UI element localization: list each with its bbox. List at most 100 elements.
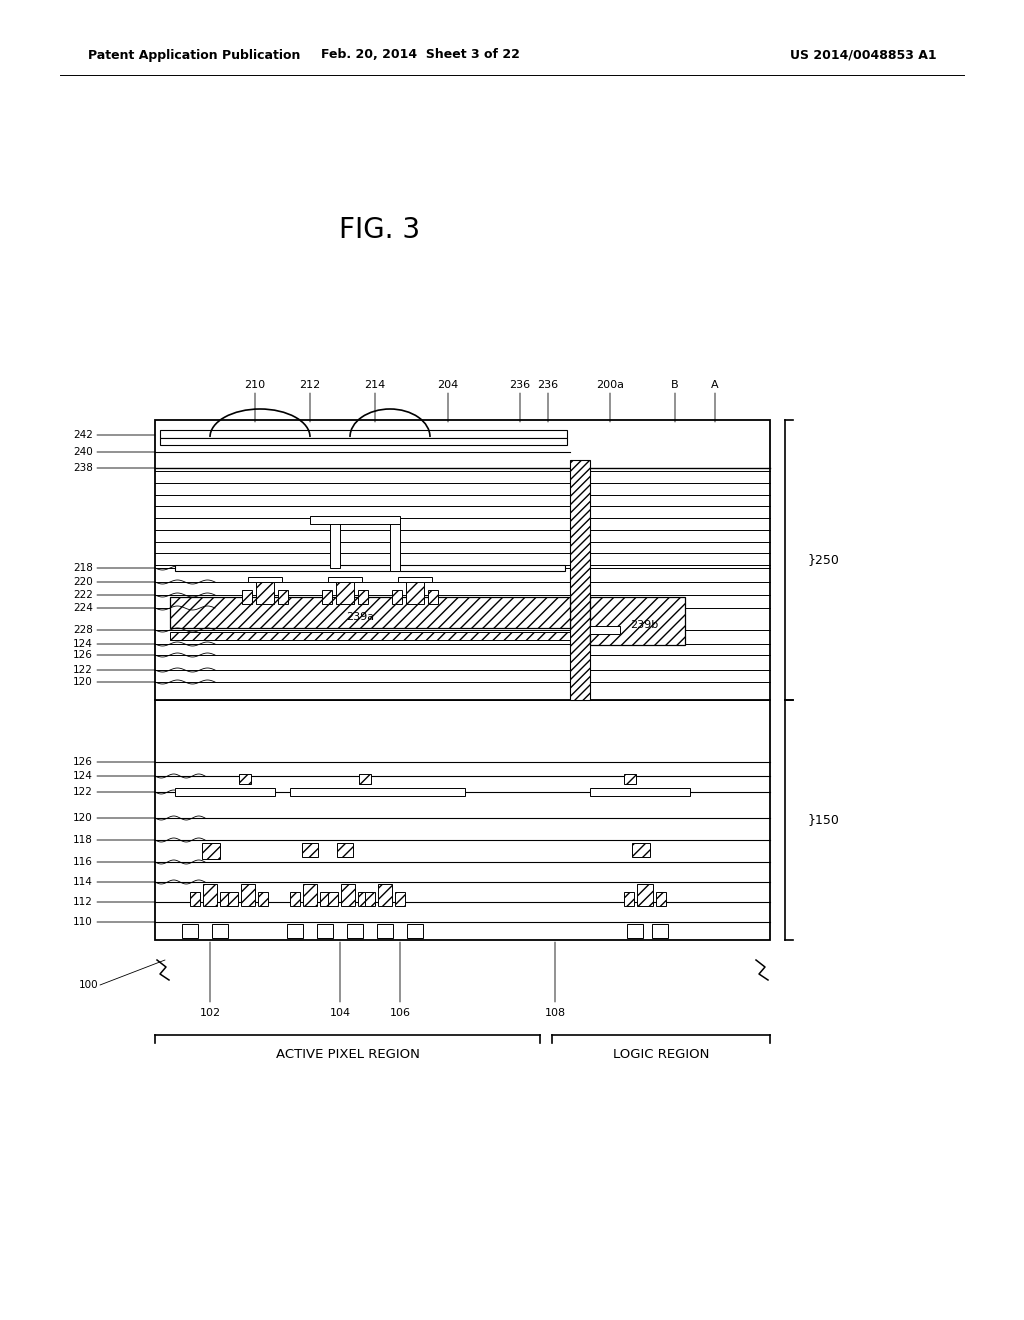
Text: Feb. 20, 2014  Sheet 3 of 22: Feb. 20, 2014 Sheet 3 of 22: [321, 49, 519, 62]
Text: 120: 120: [74, 813, 93, 822]
Text: }250: }250: [807, 553, 839, 566]
Bar: [570, 459, 590, 700]
Text: 236: 236: [538, 380, 558, 389]
Text: US 2014/0048853 A1: US 2014/0048853 A1: [790, 49, 937, 62]
Bar: [160, 438, 567, 445]
Text: 108: 108: [545, 1008, 565, 1018]
Bar: [590, 788, 690, 796]
Text: 122: 122: [73, 665, 93, 675]
Bar: [358, 590, 368, 605]
Text: 126: 126: [73, 756, 93, 767]
Bar: [378, 884, 392, 906]
Text: 214: 214: [365, 380, 386, 389]
Bar: [248, 577, 282, 582]
Bar: [365, 892, 375, 906]
Bar: [155, 700, 770, 940]
Bar: [303, 884, 317, 906]
Bar: [278, 590, 288, 605]
Bar: [290, 892, 300, 906]
Bar: [359, 774, 371, 784]
Text: 102: 102: [200, 1008, 220, 1018]
Bar: [290, 788, 465, 796]
Bar: [330, 520, 340, 568]
Bar: [590, 597, 685, 645]
Text: 126: 126: [73, 649, 93, 660]
Text: 112: 112: [73, 898, 93, 907]
Bar: [241, 884, 255, 906]
Text: 110: 110: [74, 917, 93, 927]
Bar: [160, 430, 567, 438]
Text: 118: 118: [73, 836, 93, 845]
Bar: [406, 582, 424, 605]
Bar: [175, 788, 275, 796]
Text: 120: 120: [74, 677, 93, 686]
Bar: [317, 924, 333, 939]
Bar: [203, 884, 217, 906]
Bar: [175, 565, 565, 572]
Bar: [310, 516, 400, 524]
Bar: [652, 924, 668, 939]
Bar: [428, 590, 438, 605]
Bar: [398, 577, 432, 582]
Bar: [170, 597, 570, 628]
Text: FIG. 3: FIG. 3: [339, 216, 421, 244]
Text: 122: 122: [73, 787, 93, 797]
Bar: [392, 590, 402, 605]
Bar: [170, 632, 570, 640]
Bar: [258, 892, 268, 906]
Text: 224: 224: [73, 603, 93, 612]
Text: 242: 242: [73, 430, 93, 440]
Bar: [395, 892, 406, 906]
Bar: [390, 520, 400, 572]
Text: 239a: 239a: [346, 612, 374, 623]
Bar: [287, 924, 303, 939]
Bar: [337, 843, 353, 857]
Bar: [328, 892, 338, 906]
Text: 220: 220: [74, 577, 93, 587]
Text: A: A: [712, 380, 719, 389]
Text: Patent Application Publication: Patent Application Publication: [88, 49, 300, 62]
Bar: [256, 582, 274, 605]
Text: LOGIC REGION: LOGIC REGION: [612, 1048, 710, 1061]
Text: ACTIVE PIXEL REGION: ACTIVE PIXEL REGION: [275, 1048, 420, 1061]
Bar: [336, 582, 354, 605]
Bar: [220, 892, 230, 906]
Bar: [302, 843, 318, 857]
Bar: [656, 892, 666, 906]
Text: }150: }150: [807, 813, 839, 826]
Text: 114: 114: [73, 876, 93, 887]
Bar: [228, 892, 238, 906]
Text: 238: 238: [73, 463, 93, 473]
Bar: [239, 774, 251, 784]
Text: 124: 124: [73, 639, 93, 649]
Bar: [242, 590, 252, 605]
Text: 116: 116: [73, 857, 93, 867]
Text: 104: 104: [330, 1008, 350, 1018]
Bar: [637, 884, 653, 906]
Text: 228: 228: [73, 624, 93, 635]
Text: 106: 106: [389, 1008, 411, 1018]
Bar: [347, 924, 362, 939]
Bar: [407, 924, 423, 939]
Text: 210: 210: [245, 380, 265, 389]
Text: 239b: 239b: [630, 619, 658, 630]
Bar: [190, 892, 200, 906]
Bar: [624, 774, 636, 784]
Text: 240: 240: [74, 447, 93, 457]
Bar: [377, 924, 393, 939]
Text: 212: 212: [299, 380, 321, 389]
Bar: [202, 843, 220, 859]
Bar: [632, 843, 650, 857]
Bar: [627, 924, 643, 939]
Text: 218: 218: [73, 564, 93, 573]
Bar: [319, 892, 330, 906]
Text: 222: 222: [73, 590, 93, 601]
Text: 124: 124: [73, 771, 93, 781]
Bar: [358, 892, 368, 906]
Text: B: B: [671, 380, 679, 389]
Bar: [155, 420, 770, 700]
Bar: [328, 577, 362, 582]
Text: 100: 100: [79, 979, 98, 990]
Text: 204: 204: [437, 380, 459, 389]
Bar: [322, 590, 332, 605]
